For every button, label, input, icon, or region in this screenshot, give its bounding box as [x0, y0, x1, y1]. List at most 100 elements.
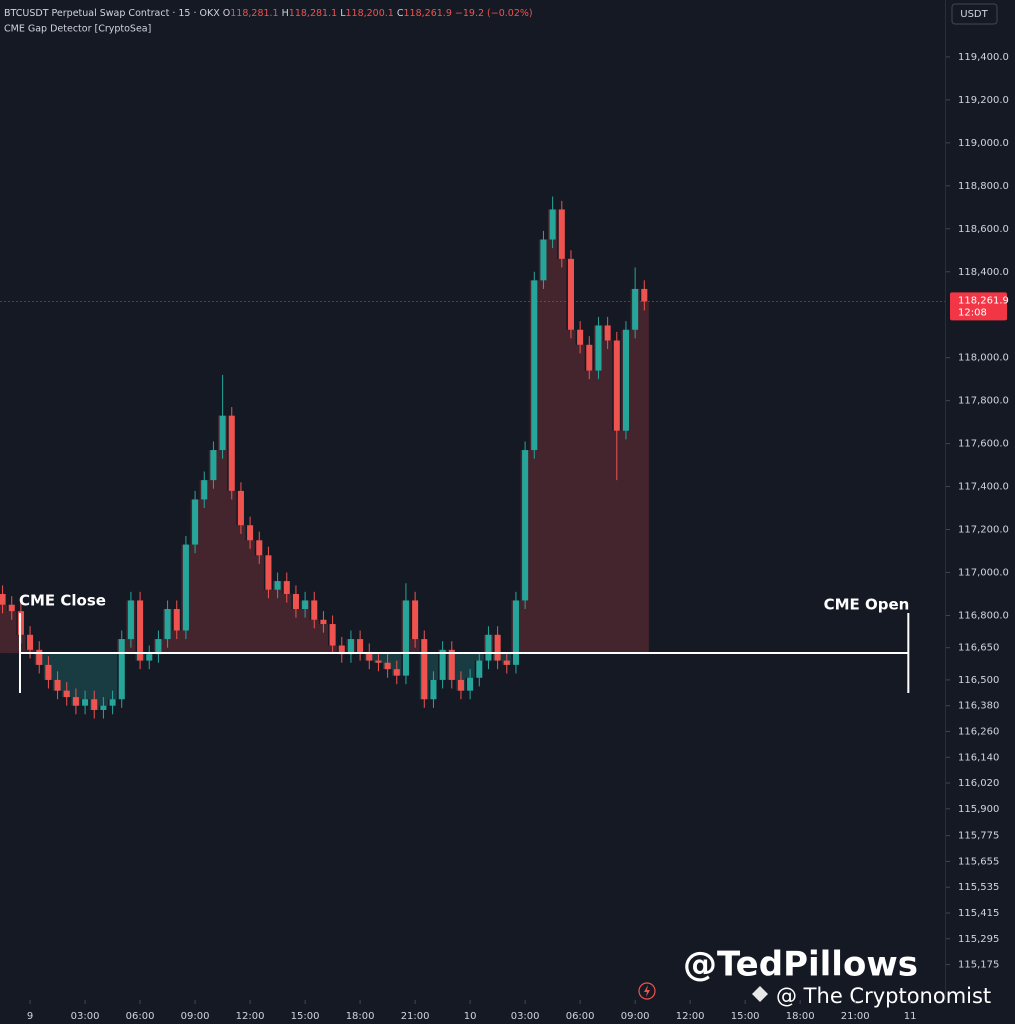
gap-fill [621, 329, 631, 654]
candle-body [155, 639, 162, 655]
x-tick-label: 12:00 [236, 1011, 265, 1022]
y-tick-label: 115,415 [958, 908, 999, 919]
watermark-site: @ The Cryptonomist [776, 984, 991, 1008]
gap-fill [566, 329, 576, 654]
candle-body [311, 600, 318, 620]
gap-fill [236, 525, 246, 654]
candle-body [338, 645, 345, 655]
candle-body [27, 634, 34, 650]
candle-body [192, 499, 199, 545]
gap-fill [291, 609, 301, 654]
gap-fill [273, 581, 283, 654]
symbol: BTCUSDT Perpetual Swap Contract · 15 · O… [4, 8, 220, 19]
ohlc-value: 118,281.1 [230, 8, 278, 19]
candle-body [219, 415, 226, 451]
gap-fill [0, 604, 8, 654]
indicator-name[interactable]: CME Gap Detector [CryptoSea] [4, 24, 151, 35]
candle-body [503, 660, 510, 665]
gap-fill [309, 619, 319, 654]
y-tick-label: 116,260 [958, 726, 999, 737]
y-tick-label: 116,140 [958, 752, 999, 763]
candle-body [384, 662, 391, 670]
x-tick-label: 09:00 [181, 1011, 210, 1022]
gap-fill [557, 258, 567, 654]
y-tick-label: 117,200.0 [958, 525, 1009, 536]
candle-body [54, 679, 61, 691]
candle-body [228, 415, 235, 491]
y-tick-label: 115,775 [958, 831, 999, 842]
y-tick-label: 117,400.0 [958, 482, 1009, 493]
y-tick-label: 115,175 [958, 960, 999, 971]
candle-body [292, 593, 299, 610]
y-tick-label: 118,400.0 [958, 267, 1009, 278]
ohlc-value: 118,281.1 [289, 8, 337, 19]
x-tick-label: 12:00 [676, 1011, 705, 1022]
candle-body [522, 450, 529, 601]
watermark-logo [752, 986, 768, 1002]
gap-fill [199, 480, 209, 654]
gap-fill [428, 653, 439, 680]
gap-fill [538, 239, 549, 654]
candle-body [558, 209, 565, 259]
candle-body [485, 634, 492, 661]
currency-label[interactable]: USDT [960, 9, 988, 20]
candle-body [127, 600, 134, 640]
candle-body [283, 581, 290, 594]
ohlc-key: C [397, 8, 404, 19]
currency-button[interactable] [951, 3, 998, 25]
candle-body [274, 581, 281, 590]
candle-body [375, 660, 382, 663]
candle-body [164, 609, 171, 640]
gap-fill [612, 430, 622, 654]
candle-body [632, 288, 639, 330]
candle-body [256, 540, 263, 556]
ohlc-key: O [223, 8, 230, 19]
candle-body [302, 600, 309, 610]
y-tick-label: 119,000.0 [958, 138, 1009, 149]
candle-body [421, 639, 428, 700]
candle-body [265, 555, 272, 590]
candle-body [622, 329, 629, 431]
y-tick-label: 115,535 [958, 882, 999, 893]
replay-icon[interactable] [638, 982, 656, 1000]
candle-body [247, 525, 254, 541]
x-tick-label: 15:00 [291, 1011, 320, 1022]
x-tick-label: 18:00 [786, 1011, 815, 1022]
candle-body [8, 604, 15, 612]
x-tick-label: 18:00 [346, 1011, 375, 1022]
gap-fill [254, 555, 264, 654]
candle-body [393, 669, 400, 676]
y-tick-label: 117,800.0 [958, 396, 1009, 407]
gap-fill [7, 611, 17, 654]
replay-icon-bolt [644, 985, 650, 997]
candle-body [604, 325, 611, 341]
candle-body [36, 649, 43, 665]
y-tick-label: 115,655 [958, 856, 999, 867]
candle-body [402, 600, 409, 676]
candle-body [201, 480, 208, 500]
candle-body [577, 329, 584, 345]
y-tick-label: 118,000.0 [958, 353, 1009, 364]
gap-fill [318, 624, 329, 654]
y-tick-label: 118,800.0 [958, 181, 1009, 192]
gap-fill [584, 370, 594, 654]
y-tick-label: 118,600.0 [958, 224, 1009, 235]
x-tick-label: 03:00 [511, 1011, 540, 1022]
ohlc-key: H [282, 8, 289, 19]
x-tick-label: 03:00 [71, 1011, 100, 1022]
candle-body [494, 634, 501, 661]
gap-label: CME Close [19, 592, 106, 610]
candle-body [366, 651, 373, 661]
candle-body [641, 288, 648, 302]
countdown: 12:08 [958, 307, 987, 318]
candle-body [531, 280, 538, 451]
plot-area: CME Close CME Open [0, 196, 945, 719]
candle-body [540, 239, 547, 281]
x-tick-label: 09:00 [621, 1011, 650, 1022]
ohlc-value: 118,261.9 [404, 8, 452, 19]
gap-fill [639, 301, 649, 654]
gap-label: CME Open [824, 596, 910, 614]
candle-body [137, 600, 144, 661]
